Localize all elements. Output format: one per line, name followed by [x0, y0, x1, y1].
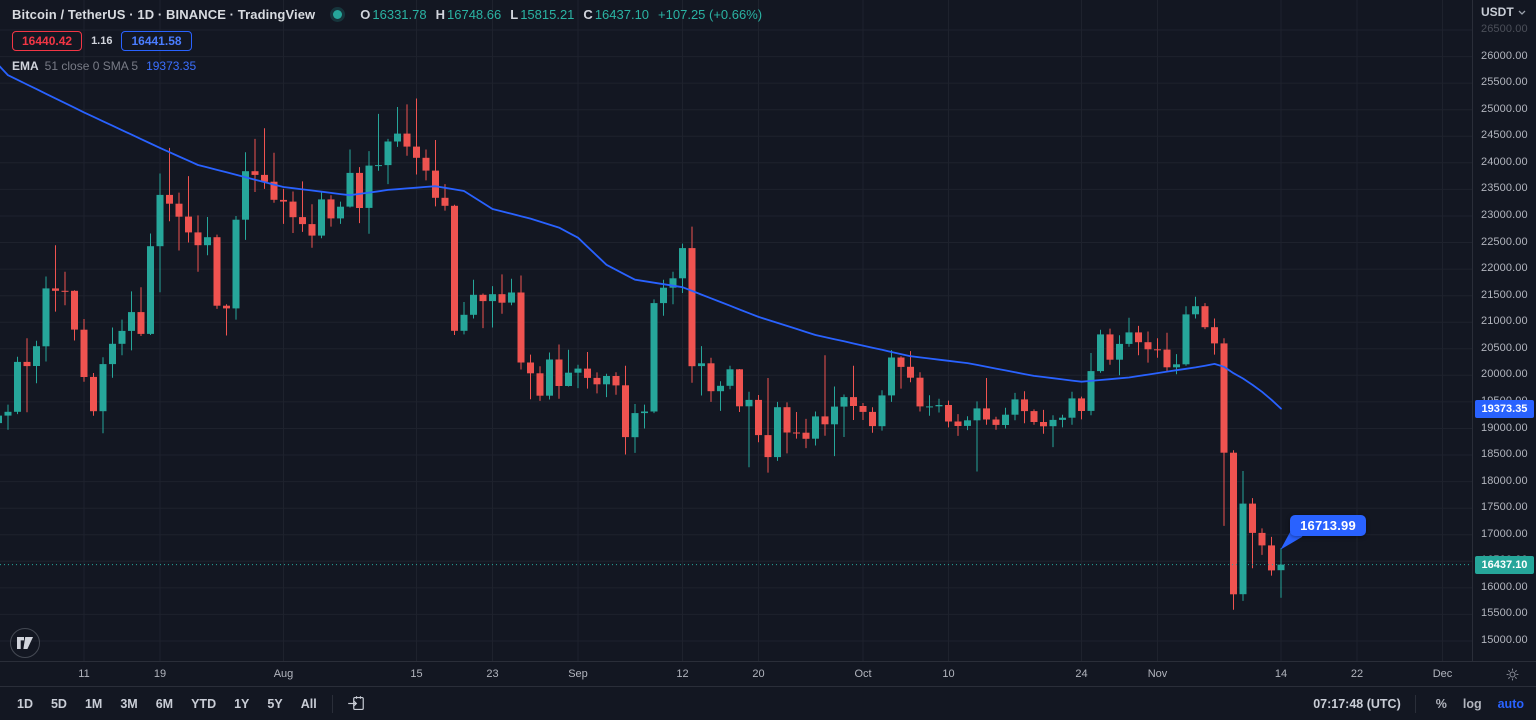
currency-dropdown[interactable]: USDT: [1481, 5, 1526, 19]
indicator-price-tag: 19373.35: [1475, 399, 1534, 418]
price-axis-label: 25000.00: [1481, 102, 1528, 115]
price-axis-label: 24000.00: [1481, 155, 1528, 168]
chevron-down-icon: [1518, 10, 1526, 15]
toolbar-right: 07:17:48 (UTC) % log auto: [1313, 694, 1524, 713]
tradingview-logo[interactable]: [10, 628, 40, 658]
price-callout[interactable]: 16713.99: [1290, 515, 1366, 537]
time-axis[interactable]: 11 19 Aug 15 23 Sep 12 20 Oct 10 24 Nov 14 22 Dec: [0, 661, 1536, 686]
range-buttons: 1D 5D 1M 3M 6M YTD 1Y 5Y All: [10, 692, 372, 715]
price-axis-label: 16000.00: [1481, 580, 1528, 593]
price-axis-label: 25500.00: [1481, 76, 1528, 89]
percent-scale-toggle[interactable]: %: [1435, 696, 1447, 711]
time-axis-label: 20: [752, 668, 765, 680]
calendar-arrow-icon: [347, 696, 364, 711]
price-axis-label: 15000.00: [1481, 634, 1528, 646]
price-axis-label: 23000.00: [1481, 209, 1528, 221]
price-axis-label: 21000.00: [1481, 315, 1528, 328]
time-axis-label: 11: [78, 668, 90, 680]
time-axis-label: 24: [1075, 668, 1088, 680]
time-axis-label: 10: [942, 668, 955, 680]
price-axis-label: 22500.00: [1481, 235, 1528, 248]
ema-line: [0, 65, 1282, 410]
range-button-1M[interactable]: 1M: [84, 696, 103, 711]
price-axis-label: 17500.00: [1481, 501, 1528, 514]
time-axis-label: Oct: [854, 668, 872, 680]
toolbar-divider: [1414, 694, 1416, 713]
price-axis-label: 20500.00: [1481, 341, 1528, 354]
price-axis-label: 23500.00: [1481, 182, 1528, 195]
price-axis-label: 21500.00: [1481, 288, 1528, 301]
time-axis-label: 22: [1350, 668, 1364, 680]
toolbar-divider: [331, 694, 333, 713]
time-axis-label: Sep: [568, 668, 588, 680]
time-axis-label: 14: [1274, 668, 1288, 680]
bid-ask-row: 16440.42 1.16 16441.58: [12, 30, 762, 52]
price-axis-label: 15500.00: [1481, 607, 1528, 620]
range-button-3M[interactable]: 3M: [120, 696, 138, 711]
time-axis-label: 23: [486, 668, 499, 680]
range-button-YTD[interactable]: YTD: [191, 696, 217, 711]
auto-scale-toggle[interactable]: auto: [1497, 696, 1524, 711]
price-axis-label: 18500.00: [1481, 448, 1528, 460]
axis-settings-gear-icon[interactable]: [1505, 667, 1520, 687]
range-button-1D[interactable]: 1D: [17, 696, 33, 711]
chart-canvas[interactable]: [0, 0, 1472, 661]
range-button-1Y[interactable]: 1Y: [234, 696, 250, 711]
price-axis-label: 22000.00: [1481, 262, 1528, 275]
range-button-6M[interactable]: 6M: [155, 696, 174, 711]
time-axis-label: 12: [676, 668, 689, 680]
bottom-toolbar: 1D 5D 1M 3M 6M YTD 1Y 5Y All 07:17:48 (UTC) % lo…: [0, 686, 1536, 720]
candlesticks: [0, 98, 1285, 610]
price-axis-label: 26500.00: [1481, 23, 1528, 35]
price-axis-label: 26000.00: [1481, 49, 1528, 62]
tradingview-logo-icon: [17, 637, 33, 649]
time-axis-label: Dec: [1432, 668, 1453, 680]
range-button-5D[interactable]: 5D: [50, 696, 67, 711]
last-price-tag: 16437.10: [1475, 555, 1534, 574]
log-scale-toggle[interactable]: log: [1462, 696, 1482, 711]
time-axis-label: Aug: [273, 668, 294, 680]
price-axis-label: 24500.00: [1481, 129, 1528, 142]
range-button-5Y[interactable]: 5Y: [267, 696, 283, 711]
bid-button[interactable]: 16440.42: [12, 31, 83, 51]
range-button-All[interactable]: All: [300, 696, 317, 711]
time-axis-label: 19: [153, 668, 167, 680]
price-axis-label: 18000.00: [1481, 474, 1528, 487]
price-axis-label: 20000.00: [1481, 368, 1528, 381]
ask-button[interactable]: 16441.58: [121, 31, 192, 51]
time-axis-label: 15: [410, 668, 423, 680]
chart-grid: [0, 0, 1472, 661]
price-axis-label: 17000.00: [1481, 527, 1528, 540]
price-axis[interactable]: USDT 26500.00 26000.00 25500.00 25000.00 245…: [1472, 0, 1536, 661]
go-to-date-button[interactable]: [341, 692, 372, 715]
session-clock[interactable]: 07:17:48 (UTC): [1313, 696, 1401, 711]
time-axis-label: Nov: [1147, 668, 1168, 680]
currency-label: USDT: [1481, 5, 1514, 19]
price-axis-label: 19000.00: [1481, 421, 1528, 434]
